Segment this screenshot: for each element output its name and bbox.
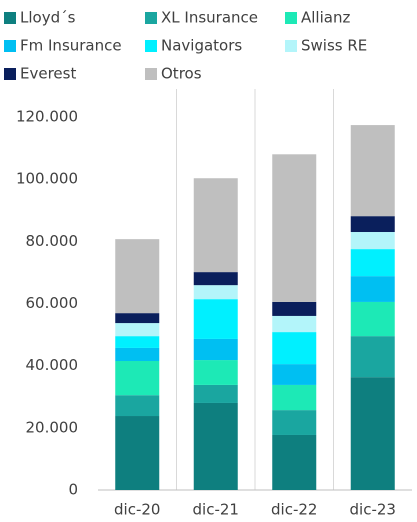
- bar-segment: [115, 361, 160, 396]
- y-tick-label: 100.000: [16, 170, 78, 188]
- bar-segment: [193, 338, 238, 361]
- y-tick-label: 80.000: [26, 232, 79, 250]
- legend-label: Everest: [20, 65, 76, 83]
- legend-swatch: [4, 68, 16, 80]
- legend-swatch: [4, 40, 16, 52]
- bar-segment: [272, 364, 317, 385]
- legend-label: XL Insurance: [161, 9, 258, 27]
- legend-swatch: [145, 68, 157, 80]
- bar-segment: [115, 347, 160, 362]
- bar-segment: [193, 402, 238, 490]
- bar-segment: [272, 154, 317, 302]
- legend-label: Otros: [161, 65, 202, 83]
- bar-segment: [115, 313, 160, 324]
- bar-segment: [272, 301, 317, 316]
- bar-segment: [272, 434, 317, 490]
- legend-label: Allianz: [301, 9, 350, 27]
- y-tick-label: 120.000: [16, 108, 78, 126]
- legend-label: Swiss RE: [301, 37, 367, 55]
- bar-segment: [350, 336, 395, 378]
- bar-segment: [272, 384, 317, 411]
- legend-swatch: [285, 40, 297, 52]
- legend-swatch: [285, 12, 297, 24]
- bar-segment: [193, 285, 238, 300]
- bar-segment: [350, 377, 395, 490]
- legend-label: Navigators: [161, 37, 242, 55]
- bar-segment: [272, 315, 317, 333]
- y-tick-label: 0: [68, 481, 78, 499]
- bar-segment: [350, 125, 395, 217]
- bar-segment: [193, 360, 238, 385]
- x-tick-label: dic-21: [193, 501, 239, 519]
- bar-segment: [272, 332, 317, 365]
- x-tick-label: dic-22: [271, 501, 317, 519]
- bar-segment: [193, 272, 238, 286]
- y-tick-label: 20.000: [26, 418, 79, 436]
- bar-segment: [115, 239, 160, 314]
- y-tick-label: 40.000: [26, 356, 79, 374]
- legend-swatch: [145, 40, 157, 52]
- legend-label: Lloyd´s: [20, 9, 76, 27]
- bar-segment: [193, 299, 238, 339]
- bar-segment: [350, 216, 395, 233]
- legend-swatch: [145, 12, 157, 24]
- bar-segment: [350, 276, 395, 302]
- x-tick-label: dic-23: [350, 501, 396, 519]
- bar-segment: [115, 336, 160, 348]
- bar-segment: [350, 249, 395, 277]
- x-tick-label: dic-20: [114, 501, 160, 519]
- y-tick-label: 60.000: [26, 294, 79, 312]
- bar-segment: [115, 416, 160, 490]
- bar-segment: [350, 301, 395, 337]
- legend-label: Fm Insurance: [20, 37, 122, 55]
- legend-swatch: [4, 12, 16, 24]
- bar-segment: [115, 323, 160, 337]
- bar-segment: [193, 384, 238, 403]
- bar-segment: [193, 178, 238, 273]
- bar-segment: [115, 395, 160, 417]
- bar-segment: [350, 232, 395, 250]
- bar-segment: [272, 410, 317, 435]
